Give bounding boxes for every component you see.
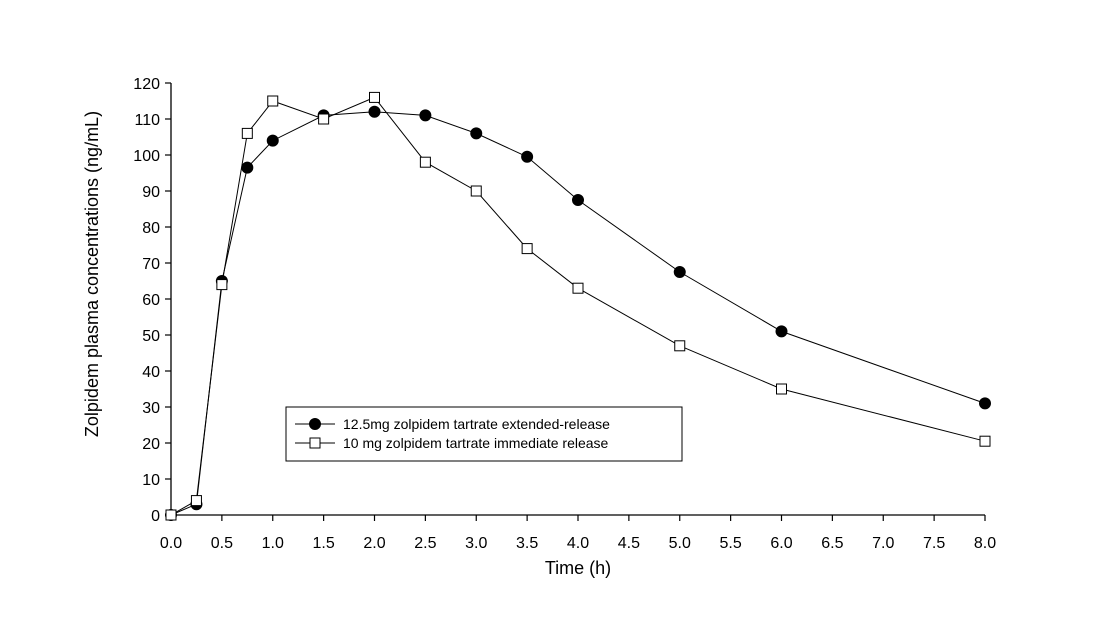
legend-label-series-2: 10 mg zolpidem tartrate immediate releas… (343, 435, 609, 451)
legend-entry-series-1: 12.5mg zolpidem tartrate extended-releas… (295, 416, 610, 432)
data-point-square (979, 435, 991, 447)
x-tick-label: 6.0 (770, 535, 792, 552)
data-point-square (572, 282, 584, 294)
x-axis-title: Time (h) (545, 558, 611, 578)
data-point-square (776, 383, 787, 395)
data-point-square (190, 495, 202, 507)
y-tick-label: 40 (142, 364, 160, 381)
x-tick-label: 4.5 (618, 535, 640, 552)
x-tick-label: 0.5 (211, 535, 233, 552)
data-point-square (318, 113, 330, 125)
x-tick-label: 5.0 (669, 535, 691, 552)
y-tick-label: 30 (142, 400, 160, 417)
x-tick-label: 8.0 (974, 535, 996, 552)
y-tick-label: 70 (142, 256, 160, 273)
data-point-circle (241, 161, 254, 174)
data-point-circle (572, 194, 584, 206)
series-2 (165, 91, 991, 521)
x-tick-label: 2.0 (363, 535, 385, 552)
y-tick-label: 10 (142, 472, 160, 489)
data-point-square (419, 156, 431, 168)
data-point-square (674, 340, 686, 352)
y-axis-title: Zolpidem plasma concentrations (ng/mL) (82, 111, 102, 437)
data-point-square (521, 243, 533, 255)
data-point-square (165, 509, 177, 521)
x-tick-label: 3.0 (465, 535, 487, 552)
y-tick-label: 20 (142, 436, 160, 453)
legend-label-series-1: 12.5mg zolpidem tartrate extended-releas… (343, 416, 610, 432)
x-tick-label: 1.0 (262, 535, 284, 552)
y-tick-label: 0 (151, 508, 160, 525)
data-point-square (470, 185, 482, 197)
x-tick-label: 6.5 (821, 535, 843, 552)
data-point-circle (673, 266, 686, 278)
x-tick-label: 2.5 (414, 535, 436, 552)
legend-box (285, 406, 683, 462)
data-point-square (267, 95, 279, 107)
x-tick-label: 7.0 (872, 535, 894, 552)
legend-marker-circle-icon (309, 418, 321, 430)
plot-series (165, 91, 991, 521)
data-point-circle (470, 127, 483, 140)
data-point-square (241, 127, 253, 139)
data-point-square (216, 279, 228, 291)
axes: 0 10 20 30 40 50 60 70 80 90 100 110 120 0.0 0.5 1.0 1.… (133, 76, 996, 552)
data-point-circle (368, 105, 381, 118)
y-tick-label: 50 (142, 328, 160, 345)
y-tick-label: 80 (142, 220, 160, 237)
y-tick-label: 100 (133, 148, 160, 165)
data-point-circle (266, 134, 279, 147)
y-ticks: 0 10 20 30 40 50 60 70 80 90 100 110 120 (133, 76, 171, 525)
x-tick-label: 3.5 (516, 535, 538, 552)
data-point-circle (521, 150, 534, 163)
data-point-circle (979, 397, 991, 410)
y-tick-label: 110 (134, 112, 160, 129)
x-tick-label: 4.0 (567, 535, 589, 552)
x-tick-label: 1.5 (313, 535, 335, 552)
data-point-circle (775, 325, 788, 338)
x-tick-label: 7.5 (923, 535, 945, 552)
x-tick-label: 0.0 (160, 535, 182, 552)
data-point-circle (419, 109, 432, 122)
legend-entry-series-2: 10 mg zolpidem tartrate immediate releas… (295, 435, 609, 451)
y-tick-label: 60 (142, 292, 160, 309)
y-tick-label: 90 (142, 184, 160, 201)
series-line-2 (170, 96, 986, 516)
x-tick-label: 5.5 (720, 535, 742, 552)
legend: 12.5mg zolpidem tartrate extended-releas… (285, 406, 683, 462)
legend-marker-square-icon (309, 437, 321, 449)
x-ticks: 0.0 0.5 1.0 1.5 2.0 2.5 3.0 3.5 4.0 4.5 5.0 5.5 6.0 6… (160, 515, 996, 552)
data-point-square (369, 91, 380, 103)
y-tick-label: 120 (133, 76, 160, 93)
